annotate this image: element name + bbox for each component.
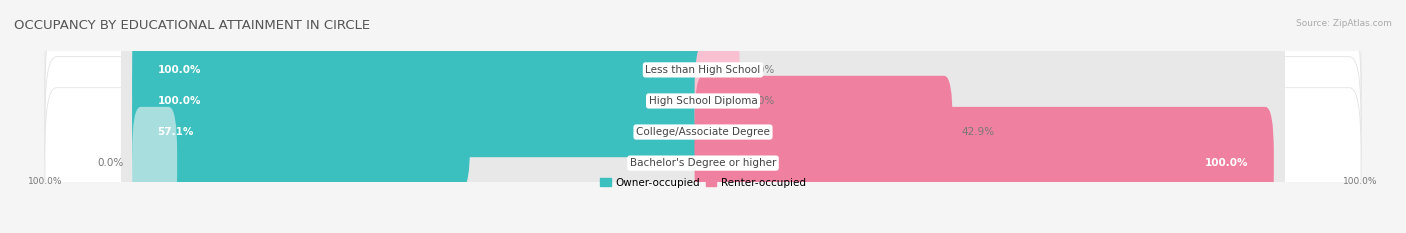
FancyBboxPatch shape — [132, 45, 711, 157]
Text: 100.0%: 100.0% — [1343, 177, 1378, 186]
Text: 100.0%: 100.0% — [157, 65, 201, 75]
Legend: Owner-occupied, Renter-occupied: Owner-occupied, Renter-occupied — [596, 174, 810, 192]
FancyBboxPatch shape — [45, 0, 1361, 145]
FancyBboxPatch shape — [121, 45, 723, 157]
Text: College/Associate Degree: College/Associate Degree — [636, 127, 770, 137]
FancyBboxPatch shape — [121, 107, 723, 219]
FancyBboxPatch shape — [683, 76, 1285, 188]
FancyBboxPatch shape — [695, 76, 953, 188]
FancyBboxPatch shape — [121, 14, 723, 126]
FancyBboxPatch shape — [683, 14, 1285, 126]
Text: 0.0%: 0.0% — [748, 96, 775, 106]
Text: 42.9%: 42.9% — [962, 127, 994, 137]
Text: 100.0%: 100.0% — [157, 96, 201, 106]
FancyBboxPatch shape — [45, 57, 1361, 207]
Text: 57.1%: 57.1% — [157, 127, 194, 137]
FancyBboxPatch shape — [695, 107, 1274, 219]
FancyBboxPatch shape — [683, 45, 1285, 157]
Text: OCCUPANCY BY EDUCATIONAL ATTAINMENT IN CIRCLE: OCCUPANCY BY EDUCATIONAL ATTAINMENT IN C… — [14, 19, 370, 32]
Text: 0.0%: 0.0% — [748, 65, 775, 75]
FancyBboxPatch shape — [45, 26, 1361, 176]
Text: Source: ZipAtlas.com: Source: ZipAtlas.com — [1296, 19, 1392, 28]
Text: High School Diploma: High School Diploma — [648, 96, 758, 106]
Text: Less than High School: Less than High School — [645, 65, 761, 75]
Text: Bachelor's Degree or higher: Bachelor's Degree or higher — [630, 158, 776, 168]
FancyBboxPatch shape — [45, 88, 1361, 233]
Text: 100.0%: 100.0% — [1205, 158, 1249, 168]
FancyBboxPatch shape — [132, 14, 711, 126]
FancyBboxPatch shape — [695, 14, 740, 126]
Text: 100.0%: 100.0% — [28, 177, 63, 186]
FancyBboxPatch shape — [121, 76, 723, 188]
FancyBboxPatch shape — [695, 45, 740, 157]
Text: 0.0%: 0.0% — [97, 158, 124, 168]
FancyBboxPatch shape — [683, 107, 1285, 219]
FancyBboxPatch shape — [132, 76, 470, 188]
FancyBboxPatch shape — [132, 107, 177, 219]
